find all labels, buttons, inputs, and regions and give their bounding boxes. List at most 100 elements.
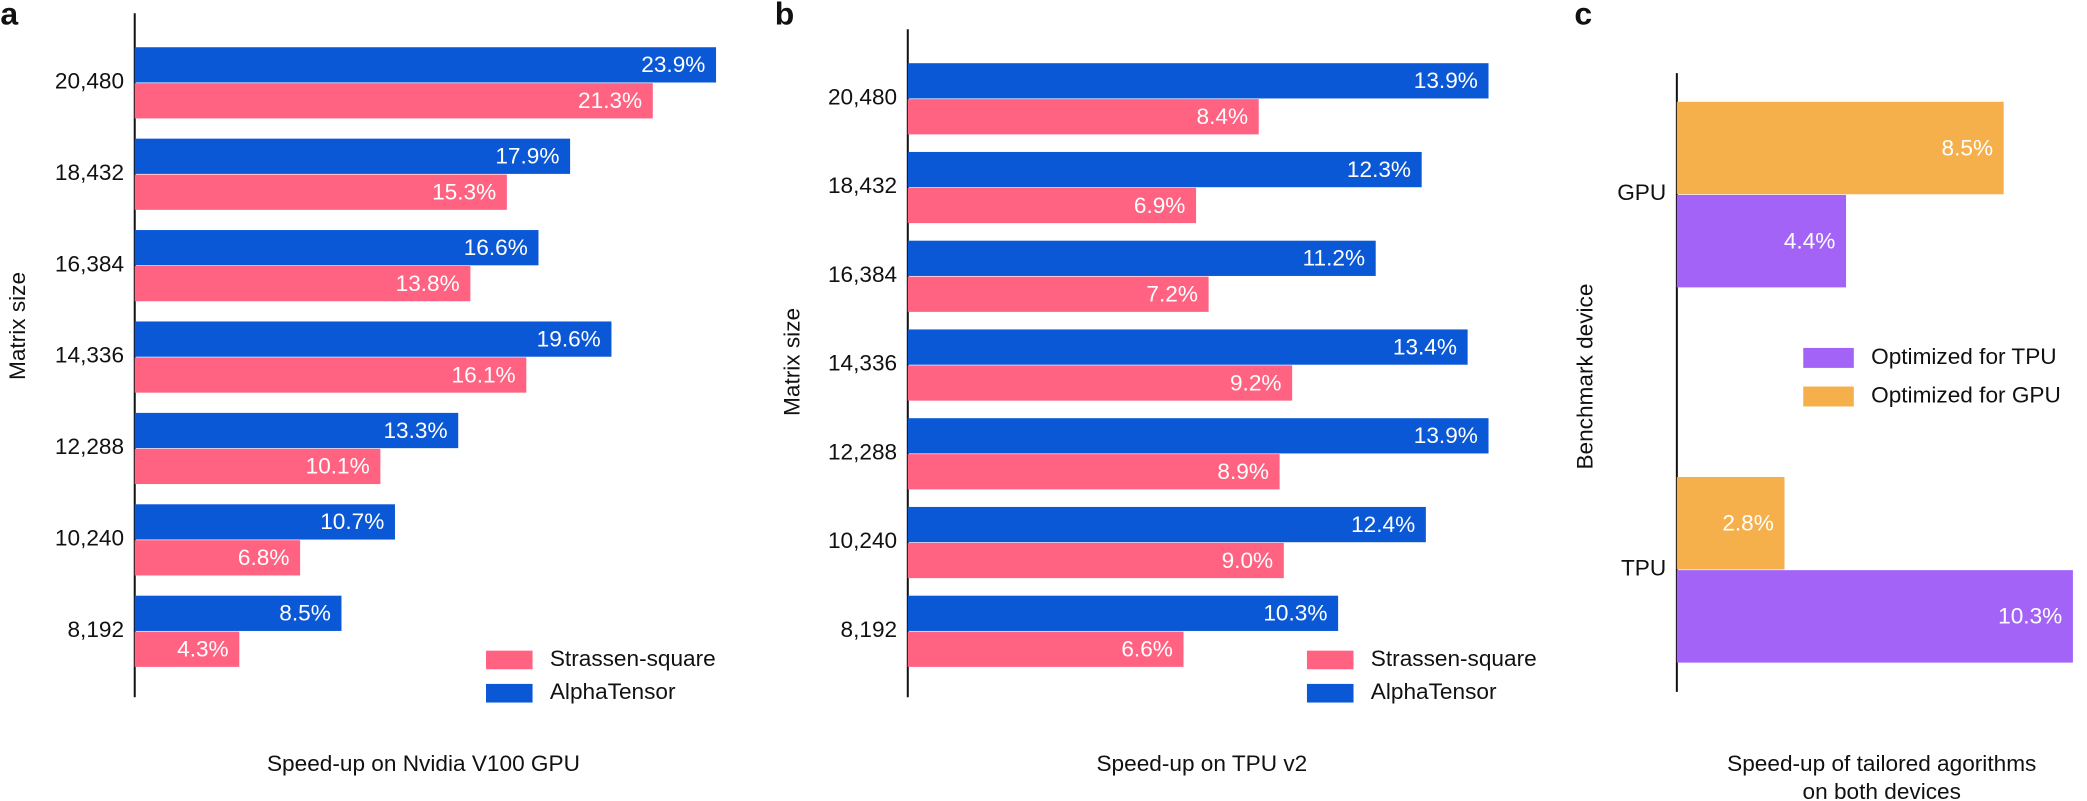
bar [134, 174, 507, 210]
value-label: 17.9% [495, 144, 559, 169]
bar [907, 276, 1209, 312]
category-label: 10,240 [55, 526, 124, 551]
value-label: 13.8% [396, 271, 460, 296]
category-label: 10,240 [828, 528, 897, 553]
bar [907, 240, 1376, 276]
value-label: 16.6% [464, 235, 528, 260]
bar [1676, 101, 2004, 195]
bar [134, 631, 240, 667]
bar [907, 63, 1489, 99]
value-label: 19.6% [537, 326, 601, 351]
bar [907, 631, 1184, 667]
bar [907, 454, 1280, 490]
bar [1676, 477, 1785, 570]
category-label: 20,480 [55, 68, 124, 93]
bar [134, 321, 612, 357]
value-label: 9.2% [1230, 370, 1282, 395]
category-label: TPU [1621, 555, 1666, 580]
bar [134, 448, 381, 485]
legend-swatch [485, 683, 533, 703]
legend-swatch [1306, 683, 1354, 703]
value-label: 8.5% [1942, 135, 1994, 160]
value-label: 10.3% [1998, 604, 2062, 629]
value-label: 9.0% [1222, 548, 1274, 573]
value-label: 4.4% [1784, 228, 1836, 253]
bar [134, 540, 301, 576]
x-axis-label: Speed-up of tailored agorithms [1727, 751, 2036, 776]
bar [907, 418, 1489, 454]
bar [907, 506, 1426, 543]
value-label: 7.2% [1146, 282, 1198, 307]
legend-label: AlphaTensor [550, 679, 676, 704]
category-label: 18,432 [828, 173, 897, 198]
value-label: 10.1% [306, 454, 370, 479]
category-label: 20,480 [828, 84, 897, 109]
bar [907, 151, 1422, 188]
value-label: 8.4% [1197, 104, 1249, 129]
bar [907, 542, 1284, 579]
value-label: 21.3% [578, 88, 642, 113]
bar [134, 138, 571, 174]
panel-label: b [775, 0, 795, 31]
x-axis-label: on both devices [1803, 779, 1961, 801]
value-label: 11.2% [1303, 246, 1365, 271]
category-label: 8,192 [67, 617, 124, 642]
value-label: 13.4% [1393, 334, 1457, 359]
bar [134, 595, 342, 631]
legend-swatch [1803, 386, 1854, 407]
legend-label: Strassen-square [1371, 646, 1537, 671]
category-label: 12,288 [55, 434, 124, 459]
bar [134, 412, 459, 449]
bar [907, 329, 1468, 365]
bar [134, 230, 539, 266]
value-label: 6.6% [1121, 637, 1173, 662]
legend-label: Optimized for GPU [1871, 382, 2061, 407]
value-label: 8.9% [1217, 459, 1269, 484]
category-label: 14,336 [828, 351, 897, 376]
category-label: 16,384 [828, 262, 897, 287]
bar [907, 365, 1293, 401]
bar [134, 83, 653, 119]
bar [907, 187, 1197, 224]
value-label: 10.3% [1263, 601, 1327, 626]
value-label: 23.9% [641, 52, 705, 77]
value-label: 12.3% [1347, 157, 1411, 182]
legend-label: Optimized for TPU [1871, 344, 2057, 369]
category-label: 18,432 [55, 160, 124, 185]
legend-swatch [485, 650, 533, 670]
bar [134, 504, 395, 540]
value-label: 16.1% [452, 362, 516, 387]
bar [134, 265, 471, 302]
y-axis-label: Benchmark device [1572, 284, 1597, 470]
legend-label: Strassen-square [550, 646, 716, 671]
category-label: 12,288 [828, 439, 897, 464]
value-label: 4.3% [177, 637, 229, 662]
value-label: 15.3% [432, 179, 496, 204]
bar [134, 47, 717, 83]
value-label: 13.3% [383, 418, 447, 443]
bar [1676, 570, 2073, 663]
value-label: 12.4% [1351, 512, 1415, 537]
legend-swatch [1306, 650, 1354, 670]
x-axis-label: Speed-up on TPU v2 [1096, 751, 1307, 776]
value-label: 13.9% [1414, 423, 1478, 448]
value-label: 2.8% [1722, 511, 1774, 536]
y-axis-label: Matrix size [5, 272, 30, 380]
bar [907, 595, 1339, 631]
category-label: 14,336 [55, 343, 124, 368]
value-label: 10.7% [320, 509, 384, 534]
category-label: GPU [1617, 180, 1666, 205]
panel-label: c [1574, 0, 1592, 31]
value-label: 13.9% [1414, 68, 1478, 93]
y-axis-label: Matrix size [779, 308, 804, 416]
panel-label: a [0, 0, 18, 31]
value-label: 8.5% [279, 601, 331, 626]
value-label: 6.9% [1134, 193, 1186, 218]
category-label: 8,192 [841, 617, 898, 642]
category-label: 16,384 [55, 251, 124, 276]
bar [134, 357, 527, 393]
value-label: 6.8% [238, 545, 290, 570]
x-axis-label: Speed-up on Nvidia V100 GPU [267, 751, 580, 776]
bar [1676, 194, 1847, 288]
